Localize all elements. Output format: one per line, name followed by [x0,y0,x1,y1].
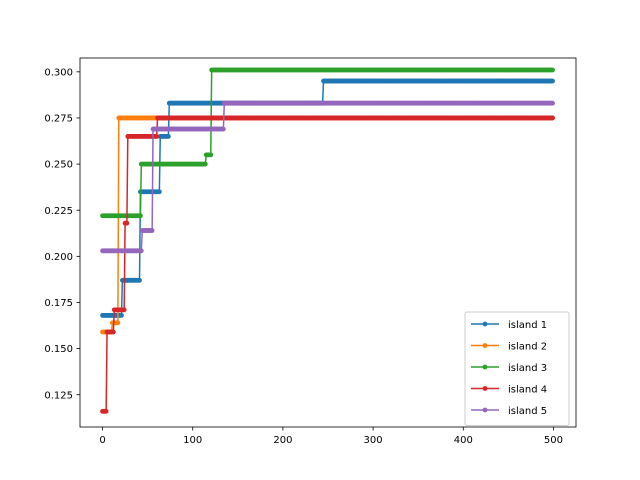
legend-marker [482,386,488,391]
data-point [121,307,127,313]
legend-item: island 3 [471,363,547,374]
data-point [137,277,142,283]
data-point [119,312,124,318]
data-point [124,220,130,226]
data-point [550,67,555,73]
data-point [138,213,143,219]
data-point [202,161,208,167]
legend-marker [482,364,488,370]
y-tick-label: 0.200 [44,252,73,263]
legend-marker [482,343,488,348]
legend-label: island 5 [508,406,547,417]
data-point [103,408,109,414]
legend-label: island 1 [508,320,547,331]
y-tick-label: 0.250 [44,160,73,171]
x-tick-label: 100 [183,435,202,446]
data-point [110,329,116,335]
y-tick-label: 0.225 [44,206,73,217]
y-axis: 0.125 0.150 0.175 0.200 0.225 0.250 0.275 0.300 [44,67,80,401]
data-point [138,248,144,254]
series-points [100,67,555,219]
series-3 [100,67,555,219]
series-points [100,115,555,414]
data-point [149,228,155,233]
series-layer [100,67,555,414]
series-5 [100,100,555,254]
data-point [165,134,171,139]
legend-item: island 1 [471,320,547,331]
data-point [154,134,160,139]
x-tick-label: 0 [99,435,105,446]
data-point [550,100,555,106]
y-tick-label: 0.275 [44,114,73,125]
legend-marker [482,321,488,327]
legend-item: island 2 [471,341,547,352]
legend-marker [482,407,488,413]
legend-item: island 5 [471,406,547,417]
x-tick-label: 400 [454,435,473,446]
data-point [550,78,555,84]
legend-label: island 2 [508,341,547,352]
x-tick-label: 300 [364,435,383,446]
data-point [550,115,555,121]
series-4 [100,115,555,414]
plot-frame [79,57,577,428]
legend-label: island 4 [508,384,547,395]
data-point [220,126,226,132]
legend-frame [464,311,570,426]
y-tick-label: 0.125 [44,390,73,401]
x-tick-label: 500 [544,435,563,446]
series-points [100,100,555,254]
legend: island 1 island 2 island 3 island 4 island 5 [464,311,570,426]
y-tick-label: 0.300 [44,67,73,78]
x-axis: 0 100 200 300 400 500 [99,427,563,446]
data-point [115,320,121,326]
y-tick-label: 0.150 [44,344,73,355]
x-tick-label: 200 [273,435,292,446]
data-point [156,189,162,195]
legend-item: island 4 [471,384,547,395]
legend-label: island 3 [508,363,547,374]
data-point [208,152,214,158]
y-tick-label: 0.175 [44,298,73,309]
